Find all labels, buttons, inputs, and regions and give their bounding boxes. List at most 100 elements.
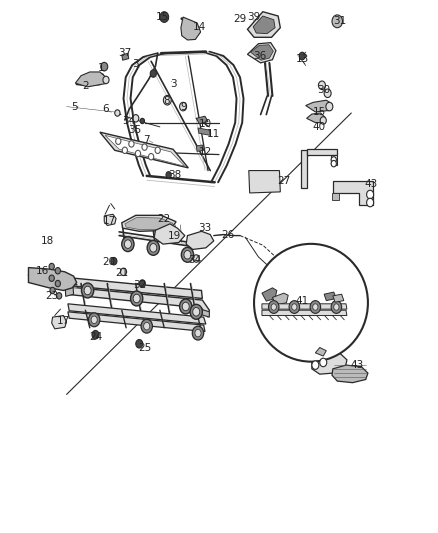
Text: 17: 17 <box>57 316 70 326</box>
Circle shape <box>55 280 60 287</box>
Text: 3: 3 <box>132 59 139 69</box>
Polygon shape <box>272 293 288 305</box>
Circle shape <box>310 301 321 313</box>
Text: 21: 21 <box>115 268 128 278</box>
Circle shape <box>133 294 140 303</box>
Circle shape <box>49 275 54 281</box>
Circle shape <box>142 144 147 150</box>
Text: 22: 22 <box>158 214 171 223</box>
Text: 31: 31 <box>333 17 346 26</box>
Text: 43: 43 <box>350 360 364 370</box>
Circle shape <box>147 240 159 255</box>
Circle shape <box>111 257 117 265</box>
Polygon shape <box>253 16 275 34</box>
Circle shape <box>91 316 97 324</box>
Polygon shape <box>301 150 307 188</box>
Text: 29: 29 <box>233 14 247 23</box>
Circle shape <box>332 15 343 28</box>
Circle shape <box>92 330 99 339</box>
Polygon shape <box>52 316 67 329</box>
Text: 2: 2 <box>82 82 89 91</box>
Circle shape <box>271 304 276 310</box>
Circle shape <box>49 263 54 270</box>
Circle shape <box>195 329 201 337</box>
Text: 35: 35 <box>128 125 141 135</box>
Circle shape <box>144 322 150 330</box>
Text: 33: 33 <box>198 223 212 233</box>
Text: 15: 15 <box>313 107 326 117</box>
Polygon shape <box>196 116 208 124</box>
Text: 8: 8 <box>163 96 170 106</box>
Polygon shape <box>105 135 185 166</box>
Polygon shape <box>198 128 210 135</box>
Circle shape <box>150 244 157 252</box>
Circle shape <box>182 302 189 311</box>
Polygon shape <box>306 100 332 112</box>
Text: 10: 10 <box>198 119 212 128</box>
Circle shape <box>124 240 131 248</box>
Polygon shape <box>249 171 280 193</box>
Text: 3: 3 <box>170 79 177 89</box>
Polygon shape <box>333 181 373 205</box>
Text: 34: 34 <box>123 116 136 126</box>
Circle shape <box>150 70 156 77</box>
Circle shape <box>292 304 297 310</box>
Text: 41: 41 <box>296 296 309 306</box>
Text: 34: 34 <box>188 255 201 265</box>
Circle shape <box>312 361 319 369</box>
Polygon shape <box>251 45 273 60</box>
Text: 7: 7 <box>143 135 150 144</box>
Polygon shape <box>68 304 206 324</box>
Circle shape <box>81 283 94 298</box>
Polygon shape <box>262 288 277 301</box>
Polygon shape <box>181 17 201 40</box>
Polygon shape <box>154 224 185 244</box>
Polygon shape <box>66 287 209 317</box>
Circle shape <box>334 304 339 310</box>
Circle shape <box>180 299 192 314</box>
Text: 32: 32 <box>133 280 146 290</box>
Polygon shape <box>122 53 129 60</box>
Text: 18: 18 <box>41 236 54 246</box>
Circle shape <box>289 301 300 313</box>
Polygon shape <box>262 304 347 309</box>
Polygon shape <box>262 310 347 316</box>
Text: 13: 13 <box>296 54 309 63</box>
Circle shape <box>166 172 171 178</box>
Text: 43: 43 <box>365 179 378 189</box>
Polygon shape <box>125 217 173 230</box>
Text: 30: 30 <box>318 85 331 94</box>
Circle shape <box>133 115 139 122</box>
Ellipse shape <box>254 244 368 361</box>
Polygon shape <box>28 268 77 290</box>
Polygon shape <box>122 215 176 231</box>
Text: 14: 14 <box>193 22 206 31</box>
Circle shape <box>192 326 204 340</box>
Circle shape <box>331 160 336 167</box>
Circle shape <box>299 52 305 60</box>
Polygon shape <box>307 113 325 123</box>
Text: 26: 26 <box>221 230 234 239</box>
Text: 39: 39 <box>247 12 261 22</box>
Circle shape <box>367 198 374 207</box>
Circle shape <box>193 255 199 262</box>
Circle shape <box>135 150 141 157</box>
Polygon shape <box>333 294 344 302</box>
Circle shape <box>115 110 120 116</box>
Circle shape <box>367 190 374 199</box>
Circle shape <box>318 81 325 90</box>
Text: 24: 24 <box>90 332 103 342</box>
Circle shape <box>84 286 91 295</box>
Circle shape <box>101 62 108 71</box>
Circle shape <box>320 117 326 124</box>
Polygon shape <box>104 214 116 225</box>
Polygon shape <box>64 277 202 298</box>
Text: 5: 5 <box>71 102 78 111</box>
Circle shape <box>140 118 145 124</box>
Circle shape <box>103 76 109 84</box>
Text: 37: 37 <box>118 49 131 58</box>
Polygon shape <box>100 132 188 168</box>
Circle shape <box>313 304 318 310</box>
Text: 27: 27 <box>277 176 290 186</box>
Circle shape <box>88 313 100 327</box>
